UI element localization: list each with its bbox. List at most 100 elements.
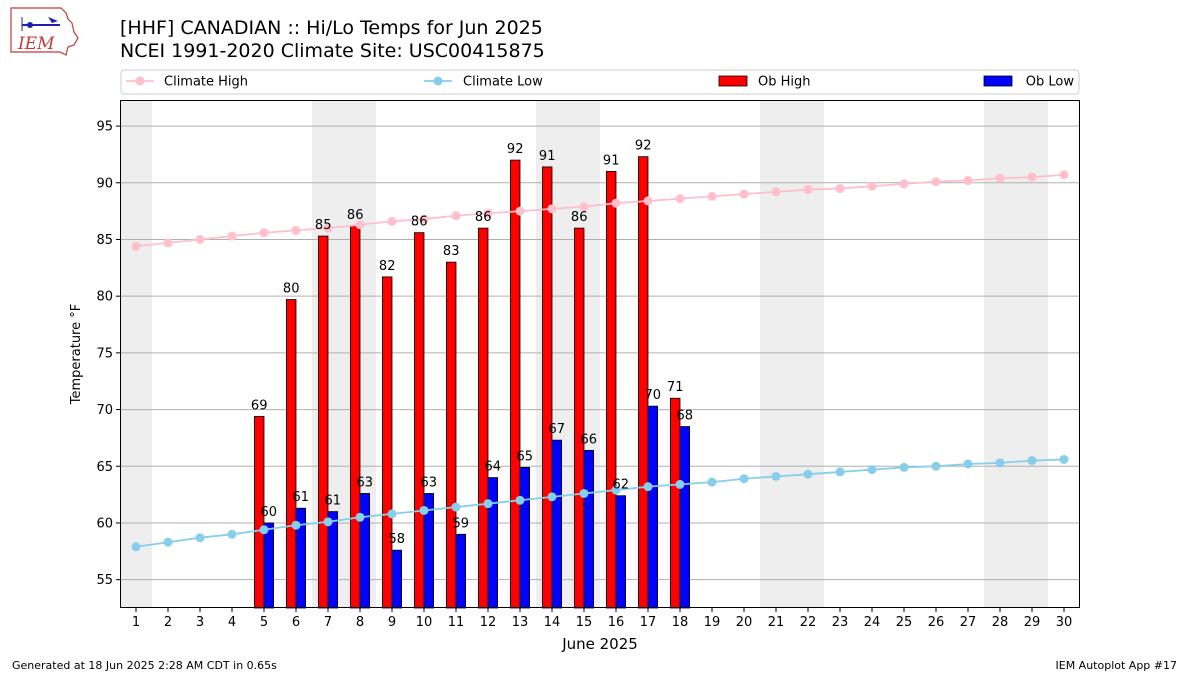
ob-high-label-6: 80 [283,282,300,297]
ob-high-label-17: 92 [635,139,652,154]
climate-high-point-27 [963,176,973,186]
climate-low-point-27 [963,459,973,469]
ob-high-label-12: 86 [475,210,492,225]
climate-low-point-30 [1059,454,1069,464]
y-tick-label-70: 70 [96,403,113,418]
ob-high-bar-7 [317,235,329,609]
climate-low-point-25 [899,462,909,472]
svg-text:IEM: IEM [17,34,55,54]
y-tick-label-85: 85 [96,233,113,248]
y-gridlines [120,125,1080,581]
climate-low-point-16 [611,485,621,495]
y-axis: 55 60 65 70 75 80 85 90 95 [96,120,120,588]
climate-high-point-10 [419,214,429,224]
x-tick-label-21: 21 [768,615,785,630]
climate-high-point-3 [195,234,205,244]
chart-subtitle: NCEI 1991-2020 Climate Site: USC00415875 [120,40,545,62]
ob-low-bar-18 [679,426,691,609]
ob-high-label-18: 71 [667,380,684,395]
climate-high-point-9 [387,216,397,226]
x-tick-label-11: 11 [448,615,465,630]
ob-high-label-15: 86 [571,210,588,225]
ob-low-bar-11 [455,533,467,609]
x-tick-label-23: 23 [832,615,849,630]
ob-low-label-17: 70 [645,388,662,403]
legend-climate-low-label: Climate Low [463,75,543,90]
bar-value-labels: 69 80 85 86 82 86 83 86 92 91 86 91 92 71 60 61 61 63 58 63… [251,139,693,547]
climate-high-point-6 [291,225,301,235]
ob-high-bar-11 [445,261,457,609]
ob-high-bar-17 [638,156,649,609]
ob-high-bar-9 [381,276,393,609]
climate-low-point-23 [835,467,845,477]
climate-low-point-15 [579,488,589,498]
x-tick-label-25: 25 [896,615,913,630]
weekend-band-22 [792,100,824,608]
ob-high-bar-15 [574,227,585,609]
climate-low-point-10 [419,505,429,515]
ob-low-bar-14 [551,439,563,609]
x-tick-label-20: 20 [736,615,753,630]
climate-low-point-13 [515,495,525,505]
ob-low-bar-13 [519,466,531,609]
ob-high-label-11: 83 [443,244,460,259]
ob-low-label-6: 61 [293,490,310,505]
ob-high-bar-18 [670,397,681,609]
climate-low-point-20 [739,474,749,484]
climate-low-point-9 [387,509,397,519]
x-tick-label-26: 26 [928,615,945,630]
ob-low-bar-17 [647,405,659,609]
climate-high-point-22 [803,185,813,195]
ob-high-bar-13 [509,159,521,609]
climate-low-point-17 [643,482,653,492]
x-tick-label-22: 22 [800,615,817,630]
ob-low-label-13: 65 [517,449,534,464]
ob-low-bar-12 [487,477,499,609]
climate-high-point-16 [611,198,621,208]
x-axis-label: June 2025 [561,635,638,653]
ob-high-bar-8 [349,225,361,609]
x-tick-label-30: 30 [1056,615,1073,630]
legend-box [120,69,1080,95]
ob-low-label-11: 59 [453,516,470,531]
x-tick-label-12: 12 [480,615,497,630]
x-tick-label-27: 27 [960,615,977,630]
climate-low-point-18 [675,479,685,489]
ob-high-label-7: 85 [315,218,332,233]
climate-high-point-18 [675,194,685,204]
ob-low-label-7: 61 [325,494,342,509]
climate-high-point-30 [1059,170,1069,180]
climate-high-line [135,173,1065,248]
climate-low-point-4 [227,529,237,539]
x-tick-label-4: 4 [228,615,236,630]
climate-low-point-3 [195,533,205,543]
y-axis-label: Temperature °F [69,304,84,405]
climate-high-point-25 [899,179,909,189]
ob-low-bar-8 [359,493,371,609]
climate-high-point-1 [131,241,141,251]
x-axis: 1 2 3 4 5 6 7 8 9 10 11 12 13 14 15 16 17 18 19 20 21 22 23 24 2… [132,608,1072,630]
x-tick-label-1: 1 [132,615,140,630]
climate-low-point-2 [163,537,173,547]
climate-low-point-24 [867,465,877,475]
ob-low-label-8: 63 [357,475,374,490]
x-tick-label-19: 19 [704,615,721,630]
weekend-band-21 [760,100,792,608]
climate-high-point-4 [227,231,237,241]
y-tick-label-95: 95 [96,120,113,135]
ob-high-bar-14 [542,166,553,609]
climate-low-point-12 [483,499,493,509]
x-tick-label-7: 7 [324,615,332,630]
climate-high-point-21 [771,187,781,197]
climate-high-point-26 [931,177,941,187]
ob-low-bar-15 [583,449,595,609]
legend-climate-high-marker [135,76,145,86]
climate-low-point-8 [355,512,365,522]
x-tick-label-10: 10 [416,615,433,630]
y-tick-label-90: 90 [96,176,113,191]
x-tick-label-24: 24 [864,615,881,630]
ob-high-label-10: 86 [411,215,428,230]
ob-high-bar-16 [606,171,617,609]
x-tick-label-13: 13 [512,615,529,630]
